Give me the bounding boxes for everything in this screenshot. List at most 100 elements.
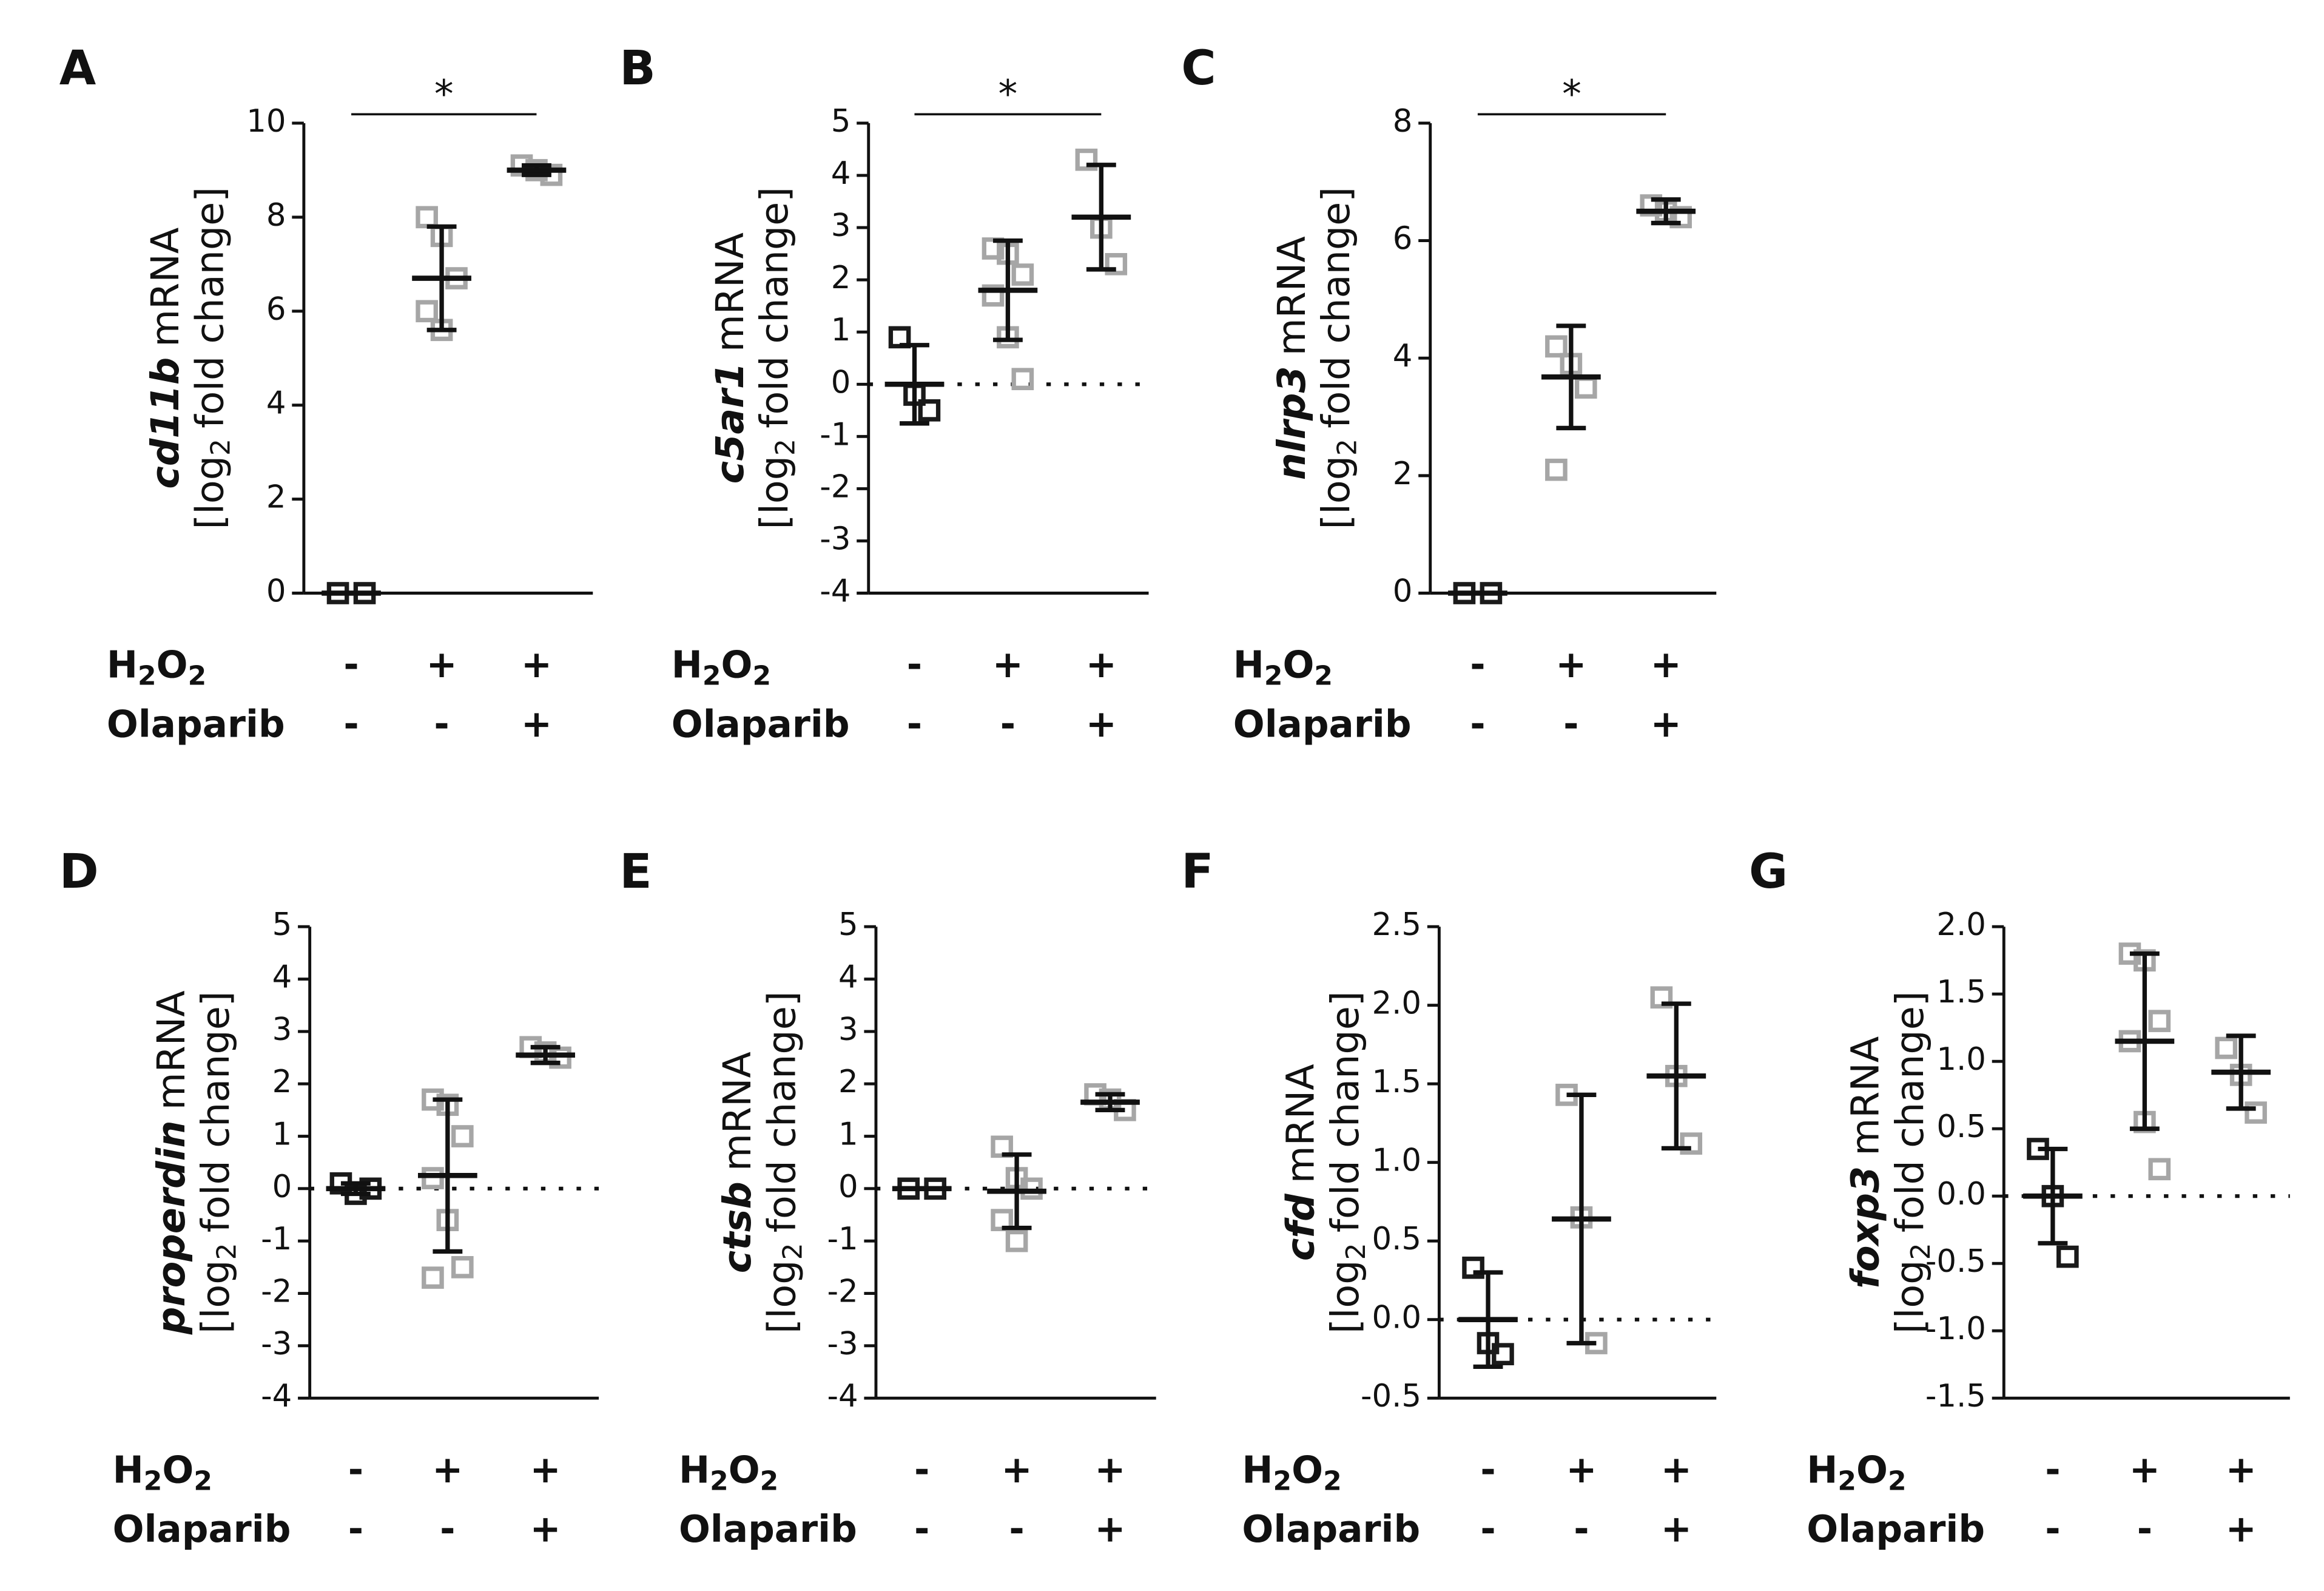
- y-tick-label: -1.0: [1925, 1311, 1986, 1347]
- condition-sign: -: [440, 1508, 455, 1551]
- y-tick-label: 1: [831, 312, 851, 348]
- subscript: 2: [1341, 1243, 1372, 1260]
- condition-name-part: O: [1292, 1448, 1323, 1491]
- y-tick-label: 6: [266, 291, 286, 328]
- subscript: 2: [1888, 1465, 1907, 1496]
- y-tick-label: -3: [827, 1326, 858, 1362]
- y-tick-label: 1.5: [1372, 1064, 1421, 1100]
- y-axis-subtitle-part: fold change]: [759, 991, 804, 1232]
- y-axis-subtitle: [log2 fold change]: [752, 187, 801, 530]
- data-point: [2148, 1158, 2171, 1181]
- y-tick-label: -3: [820, 521, 850, 557]
- y-axis-subtitle-part: fold change]: [193, 991, 238, 1232]
- y-axis-title: cfd mRNA: [1278, 1064, 1322, 1261]
- condition-name: Olaparib: [113, 1508, 291, 1551]
- panel-letter: C: [1181, 41, 1216, 96]
- data-point: [1011, 263, 1034, 286]
- data-point: [1680, 1132, 1703, 1155]
- y-tick-label: 3: [831, 208, 851, 244]
- condition-name-part: H: [107, 643, 138, 686]
- condition-sign: -: [907, 643, 922, 686]
- y-tick-label: 0.0: [1372, 1300, 1421, 1336]
- condition-sign: -: [1009, 1508, 1024, 1551]
- condition-name: H2O2: [679, 1448, 778, 1497]
- condition-sign: -: [914, 1508, 929, 1551]
- condition-sign: -: [343, 703, 359, 746]
- data-point: [2056, 1245, 2079, 1268]
- condition-name: Olaparib: [1233, 703, 1412, 746]
- condition-sign: -: [2045, 1508, 2060, 1551]
- data-point: [1545, 458, 1568, 481]
- condition-sign: -: [1480, 1448, 1495, 1491]
- y-axis-title: nlrp3 mRNA: [1269, 236, 1314, 480]
- y-axis-title: properdin mRNA: [148, 990, 193, 1335]
- y-tick-label: -0.5: [1925, 1243, 1986, 1280]
- condition-name: Olaparib: [679, 1508, 857, 1551]
- y-tick-label: -1.5: [1925, 1378, 1986, 1414]
- condition-name-part: O: [1856, 1448, 1888, 1491]
- y-tick-label: -1: [827, 1221, 858, 1257]
- subscript: 2: [760, 1465, 779, 1496]
- y-axis-subtitle-part: [log: [193, 1260, 238, 1334]
- data-point: [451, 1256, 474, 1279]
- panel-letter: F: [1181, 844, 1213, 899]
- y-tick-label: 0: [1393, 573, 1413, 609]
- condition-name-part: Olaparib: [107, 703, 285, 746]
- gene-name: ctsb: [715, 1181, 760, 1273]
- y-tick-label: 0: [831, 364, 851, 400]
- condition-sign: -: [348, 1508, 363, 1551]
- condition-name: H2O2: [1233, 643, 1333, 692]
- condition-name-part: H: [672, 643, 702, 686]
- condition-sign: -: [1480, 1508, 1495, 1551]
- gene-name: c5ar1: [707, 362, 752, 484]
- subscript: 2: [1273, 1465, 1292, 1496]
- panel-letter: A: [59, 41, 96, 96]
- subscript: 2: [1905, 1243, 1936, 1260]
- condition-name: H2O2: [113, 1448, 212, 1497]
- y-tick-label: -1: [261, 1221, 292, 1257]
- condition-name-part: O: [162, 1448, 194, 1491]
- panel-letter: G: [1749, 844, 1788, 899]
- y-axis-title-part: mRNA: [1278, 1064, 1322, 1183]
- y-tick-label: -2: [827, 1274, 858, 1310]
- condition-sign: +: [426, 643, 457, 686]
- condition-name-part: H: [1242, 1448, 1273, 1491]
- condition-sign: +: [2226, 1448, 2257, 1491]
- condition-name-part: H: [113, 1448, 144, 1491]
- y-tick-label: 1.0: [1936, 1041, 1986, 1078]
- condition-sign: +: [1661, 1508, 1692, 1551]
- condition-name: Olaparib: [107, 703, 285, 746]
- condition-name: Olaparib: [672, 703, 850, 746]
- y-tick-label: -2: [261, 1274, 292, 1310]
- y-tick-label: 0: [272, 1169, 292, 1205]
- y-tick-label: 2: [838, 1064, 858, 1100]
- y-tick-label: 2: [266, 479, 286, 516]
- condition-name: H2O2: [1242, 1448, 1341, 1497]
- y-axis-title-part: mRNA: [1842, 1036, 1887, 1156]
- y-axis-subtitle-part: [log: [1313, 456, 1358, 530]
- condition-sign: +: [1566, 1448, 1597, 1491]
- y-tick-label: 1: [838, 1116, 858, 1153]
- subscript: 2: [205, 439, 236, 456]
- condition-name-part: Olaparib: [1233, 703, 1412, 746]
- condition-name: Olaparib: [1242, 1508, 1420, 1551]
- y-tick-label: -2: [820, 468, 850, 505]
- data-point: [1462, 1256, 1484, 1279]
- data-point: [1650, 986, 1673, 1009]
- condition-name-part: Olaparib: [679, 1508, 857, 1551]
- significance-label: *: [1562, 72, 1581, 117]
- y-axis-title: cd11b mRNA: [143, 228, 187, 489]
- y-tick-label: 0: [266, 573, 286, 609]
- y-tick-label: 0.0: [1936, 1176, 1986, 1212]
- data-point: [1011, 368, 1034, 390]
- condition-sign: -: [914, 1448, 929, 1491]
- data-point: [1105, 253, 1128, 275]
- y-tick-label: -4: [820, 573, 850, 609]
- y-tick-label: 2.0: [1372, 985, 1421, 1022]
